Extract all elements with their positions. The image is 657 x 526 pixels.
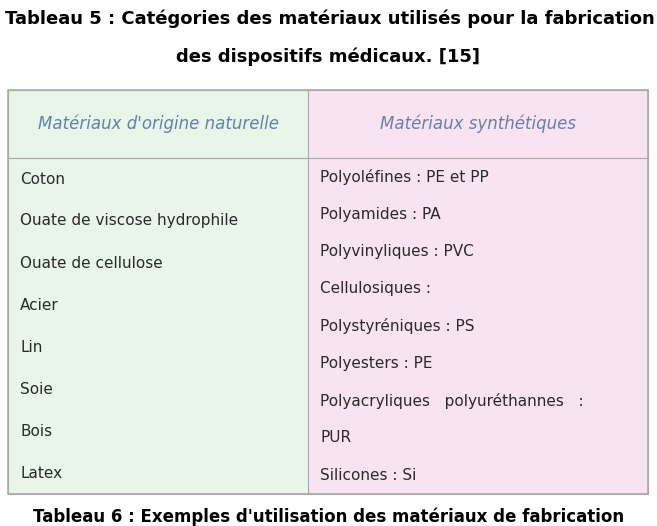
Text: Coton: Coton — [20, 171, 65, 187]
Text: Tableau 5 : Catégories des matériaux utilisés pour la fabrication: Tableau 5 : Catégories des matériaux uti… — [5, 10, 655, 28]
Text: Polyvinyliques : PVC: Polyvinyliques : PVC — [320, 244, 474, 259]
Bar — [8, 158, 308, 494]
Text: Polyesters : PE: Polyesters : PE — [320, 356, 432, 371]
Bar — [8, 90, 648, 494]
Text: Cellulosiques :: Cellulosiques : — [320, 281, 431, 296]
Text: des dispositifs médicaux. [15]: des dispositifs médicaux. [15] — [177, 48, 480, 66]
Text: Silicones : Si: Silicones : Si — [320, 468, 417, 483]
Text: Ouate de cellulose: Ouate de cellulose — [20, 256, 163, 270]
Text: Matériaux synthétiques: Matériaux synthétiques — [380, 115, 576, 133]
Text: Polyoléfines : PE et PP: Polyoléfines : PE et PP — [320, 169, 489, 185]
Text: Polyacryliques   polyuréthannes   :: Polyacryliques polyuréthannes : — [320, 393, 583, 409]
Text: Polystyréniques : PS: Polystyréniques : PS — [320, 318, 474, 334]
Bar — [308, 90, 648, 158]
Text: Lin: Lin — [20, 339, 42, 355]
Text: Soie: Soie — [20, 381, 53, 397]
Text: Tableau 6 : Exemples d'utilisation des matériaux de fabrication: Tableau 6 : Exemples d'utilisation des m… — [33, 508, 624, 526]
Text: Ouate de viscose hydrophile: Ouate de viscose hydrophile — [20, 214, 238, 228]
Text: Matériaux d'origine naturelle: Matériaux d'origine naturelle — [37, 115, 279, 133]
Text: PUR: PUR — [320, 430, 351, 446]
Text: Bois: Bois — [20, 423, 52, 439]
Bar — [8, 90, 308, 158]
Bar — [308, 158, 648, 494]
Text: Latex: Latex — [20, 466, 62, 480]
Text: Acier: Acier — [20, 298, 58, 312]
Text: Polyamides : PA: Polyamides : PA — [320, 207, 441, 221]
